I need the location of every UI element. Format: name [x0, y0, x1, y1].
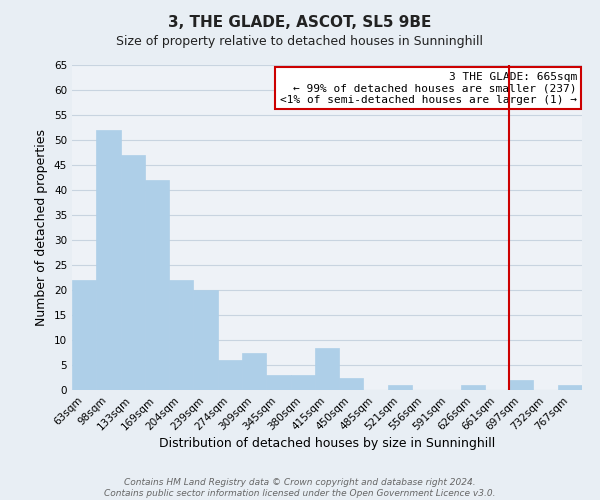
Text: Contains HM Land Registry data © Crown copyright and database right 2024.
Contai: Contains HM Land Registry data © Crown c…	[104, 478, 496, 498]
X-axis label: Distribution of detached houses by size in Sunninghill: Distribution of detached houses by size …	[159, 438, 495, 450]
Bar	[193, 290, 218, 390]
Bar	[218, 360, 242, 390]
Bar	[169, 280, 193, 390]
Bar	[509, 380, 533, 390]
Bar	[339, 378, 364, 390]
Y-axis label: Number of detached properties: Number of detached properties	[35, 129, 49, 326]
Bar	[266, 375, 290, 390]
Text: 3 THE GLADE: 665sqm
← 99% of detached houses are smaller (237)
<1% of semi-detac: 3 THE GLADE: 665sqm ← 99% of detached ho…	[280, 72, 577, 104]
Bar	[461, 385, 485, 390]
Text: 3, THE GLADE, ASCOT, SL5 9BE: 3, THE GLADE, ASCOT, SL5 9BE	[169, 15, 431, 30]
Bar	[145, 180, 169, 390]
Bar	[72, 280, 96, 390]
Bar	[242, 352, 266, 390]
Bar	[315, 348, 339, 390]
Bar	[290, 375, 315, 390]
Text: Size of property relative to detached houses in Sunninghill: Size of property relative to detached ho…	[116, 35, 484, 48]
Bar	[388, 385, 412, 390]
Bar	[96, 130, 121, 390]
Bar	[121, 155, 145, 390]
Bar	[558, 385, 582, 390]
